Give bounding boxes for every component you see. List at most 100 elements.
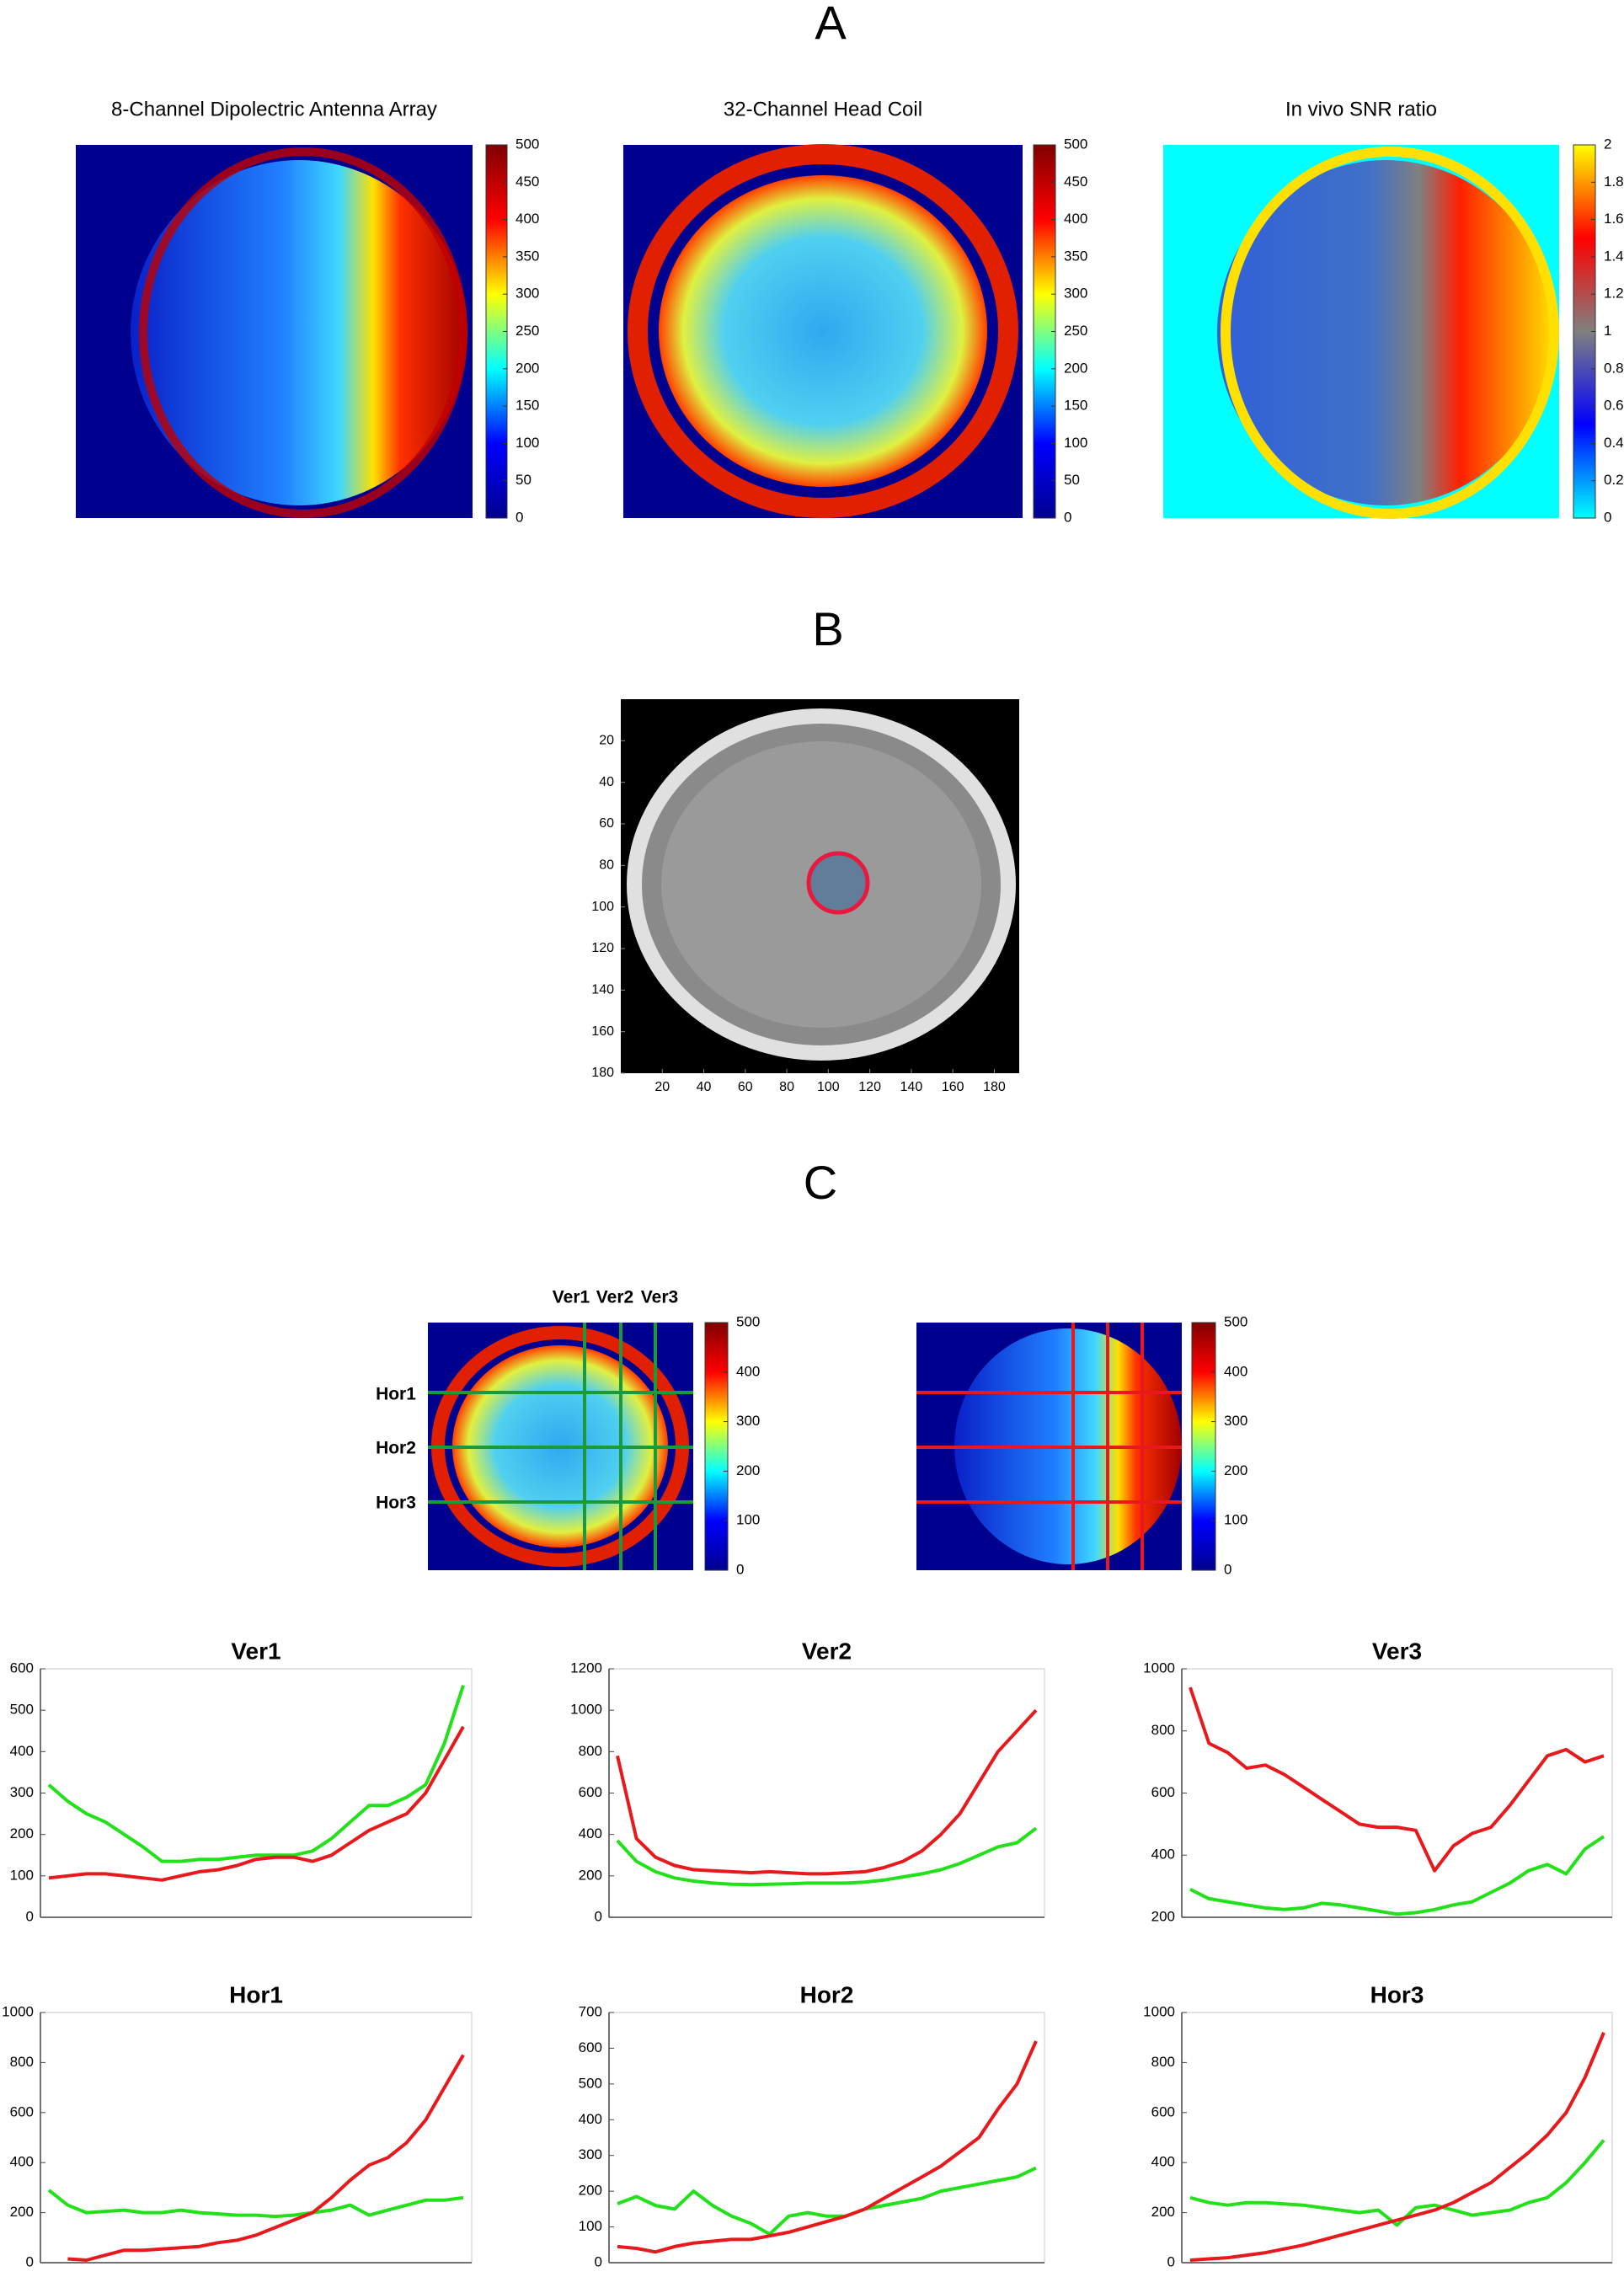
y-tick-label: 800 <box>10 2054 34 2070</box>
colorbar-tick-label: 400 <box>1224 1363 1247 1379</box>
colorbar-tick-label: 200 <box>1224 1462 1247 1478</box>
y-tick-label: 200 <box>579 2183 602 2199</box>
x-tick-label: 60 <box>738 1080 753 1094</box>
y-tick-label: 200 <box>10 1825 34 1841</box>
x-tick-label: 20 <box>654 1080 670 1094</box>
panel-label: A <box>815 0 847 49</box>
colorbar-tick-label: 200 <box>1064 360 1087 376</box>
plot-frame <box>40 2012 473 2264</box>
y-tick-label: 0 <box>595 2253 602 2269</box>
snr-map-headcoil <box>623 144 1023 518</box>
chart-title: In vivo SNR ratio <box>1285 98 1437 120</box>
plot-frame <box>608 1668 1045 1918</box>
y-tick-label: 200 <box>579 1867 602 1883</box>
plot-frame <box>1181 1668 1613 1918</box>
y-tick-label: 200 <box>1151 2204 1175 2220</box>
colorbar-tick-label: 0 <box>1064 509 1071 525</box>
y-tick-label: 40 <box>599 775 614 789</box>
y-tick-label: 0 <box>26 1908 34 1924</box>
profile-line-label: Ver2 <box>596 1288 633 1307</box>
y-tick-label: 0 <box>595 1908 602 1924</box>
x-tick-label: 100 <box>817 1080 840 1094</box>
y-tick-label: 100 <box>591 900 614 914</box>
y-tick-label: 120 <box>591 941 614 955</box>
y-tick-label: 400 <box>1151 1847 1175 1863</box>
y-tick-label: 800 <box>579 1743 602 1759</box>
y-tick-label: 600 <box>10 2103 34 2119</box>
colorbar-tick-label: 0 <box>1604 509 1611 525</box>
chart-title: Hor1 <box>229 1981 283 2007</box>
chart-title: Ver2 <box>802 1638 852 1664</box>
profile-map-headcoil <box>428 1323 693 1570</box>
series-line <box>67 2054 465 2262</box>
y-tick-label: 600 <box>10 1660 34 1676</box>
colorbar-tick-label: 350 <box>516 248 539 264</box>
colorbar-tick-label: 450 <box>516 174 539 190</box>
y-tick-label: 60 <box>599 816 614 831</box>
y-tick-label: 100 <box>579 2218 602 2234</box>
series-line <box>47 2189 464 2219</box>
colorbar-tick-label: 0.6 <box>1604 398 1624 414</box>
y-tick-label: 600 <box>1151 2103 1175 2119</box>
series-line <box>1189 1835 1605 1916</box>
series-line <box>1189 2139 1605 2227</box>
profile-map-dipole <box>916 1323 1182 1570</box>
y-tick-label: 0 <box>1167 2253 1175 2269</box>
y-tick-label: 0 <box>26 2253 34 2269</box>
y-tick-label: 180 <box>591 1066 614 1080</box>
colorbar-tick-label: 0 <box>1224 1561 1231 1577</box>
x-tick-label: 40 <box>697 1080 712 1094</box>
y-tick-label: 400 <box>579 1825 602 1841</box>
y-tick-label: 600 <box>579 1784 602 1800</box>
y-tick-label: 1200 <box>570 1660 602 1676</box>
y-tick-label: 500 <box>579 2075 602 2091</box>
colorbar-tick-label: 100 <box>1224 1512 1247 1528</box>
colorbar-tick-label: 500 <box>1064 136 1087 152</box>
colorbar-tick-label: 250 <box>516 323 539 339</box>
snr-ratio-map <box>1163 145 1559 519</box>
profile-line-label: Ver3 <box>641 1288 678 1307</box>
y-tick-label: 500 <box>10 1702 34 1718</box>
colorbar-tick-label: 200 <box>736 1462 760 1478</box>
colorbar-tick-label: 150 <box>516 398 539 414</box>
colorbar-tick-label: 200 <box>516 360 539 376</box>
y-tick-label: 200 <box>1151 1908 1175 1924</box>
colorbar-tick-label: 300 <box>736 1413 760 1429</box>
y-tick-label: 1000 <box>1143 2003 1175 2019</box>
series-line <box>616 1708 1038 1876</box>
y-tick-label: 100 <box>10 1867 34 1883</box>
profile-line-label: Hor1 <box>376 1385 416 1404</box>
colorbar-tick-label: 1 <box>1604 323 1611 339</box>
colorbar-tick-label: 500 <box>516 136 539 152</box>
y-tick-label: 160 <box>591 1024 614 1039</box>
colorbar-tick-label: 0.2 <box>1604 472 1624 488</box>
colorbar-tick-label: 400 <box>516 211 539 227</box>
profile-line-label: Hor3 <box>376 1494 416 1513</box>
snr-map-dipole <box>76 145 473 518</box>
colorbar-tick-label: 50 <box>1064 472 1080 488</box>
y-tick-label: 600 <box>579 2039 602 2055</box>
x-tick-label: 160 <box>942 1080 964 1094</box>
series-line <box>48 1725 465 1882</box>
y-tick-label: 140 <box>591 983 614 997</box>
y-tick-label: 400 <box>1151 2154 1175 2170</box>
colorbar-tick-label: 400 <box>1064 211 1087 227</box>
series-line <box>616 1826 1038 1887</box>
chart-title: Ver3 <box>1372 1638 1422 1664</box>
profile-line-label: Hor2 <box>376 1439 416 1458</box>
colorbar-tick-label: 300 <box>516 286 539 302</box>
colorbar-tick-label: 1.2 <box>1604 286 1624 302</box>
y-tick-label: 1000 <box>570 1702 602 1718</box>
y-tick-label: 20 <box>599 734 614 748</box>
colorbar-tick-label: 1.6 <box>1604 211 1624 227</box>
chart-title: Ver1 <box>231 1638 280 1664</box>
y-tick-label: 1000 <box>1143 1660 1175 1676</box>
chart-title: 8-Channel Dipolectric Antenna Array <box>111 98 437 120</box>
chart-title: Hor3 <box>1370 1981 1424 2007</box>
colorbar-tick-label: 0 <box>516 509 523 525</box>
x-tick-label: 120 <box>858 1080 881 1094</box>
profile-line-label: Ver1 <box>553 1288 590 1307</box>
colorbar <box>1191 1322 1216 1571</box>
colorbar-tick-label: 100 <box>1064 435 1087 451</box>
